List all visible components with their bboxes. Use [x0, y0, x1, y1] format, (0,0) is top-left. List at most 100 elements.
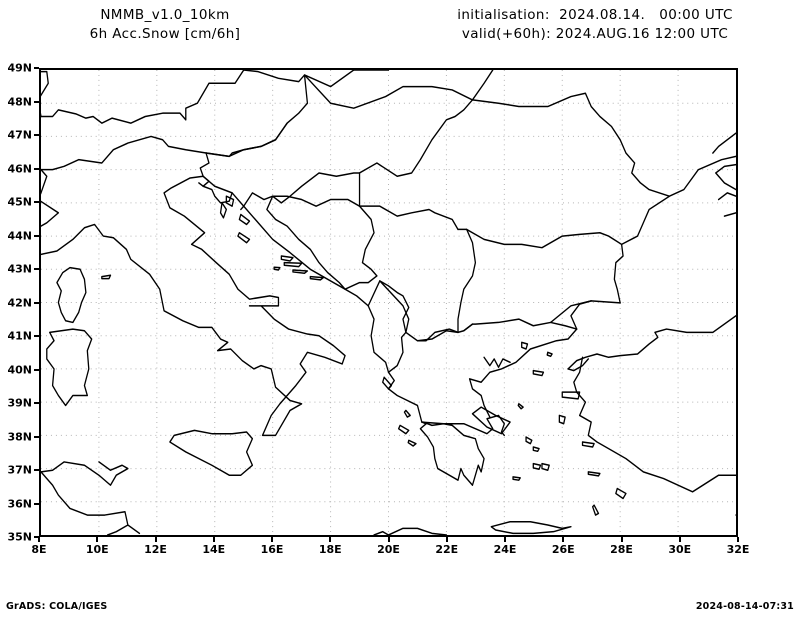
y-axis-tick	[34, 536, 39, 538]
island-rhodes	[615, 487, 627, 500]
y-axis-tick	[34, 502, 39, 505]
y-axis-label: 40N	[7, 363, 32, 376]
border-albania-macedonia	[379, 280, 410, 373]
model-title: NMMB_v1.0_10km	[100, 7, 230, 23]
y-axis-label: 47N	[7, 128, 32, 142]
coastline-istria	[202, 185, 233, 204]
plot-frame	[39, 68, 738, 537]
y-axis-tick	[34, 402, 39, 404]
x-axis-label: 20E	[377, 543, 400, 556]
island-paros	[532, 462, 542, 470]
x-axis-tick	[387, 537, 390, 542]
y-axis-label: 39N	[7, 396, 32, 410]
island-korcula	[292, 269, 309, 275]
island-samos	[581, 441, 595, 448]
y-axis-tick	[34, 67, 39, 69]
island-milos	[512, 476, 521, 481]
x-axis-tick	[212, 537, 215, 542]
y-axis-label: 45N	[7, 195, 32, 209]
coastline-turkey-aegean	[567, 315, 736, 370]
coastline-crimea	[715, 163, 736, 217]
x-axis-tick	[154, 537, 157, 542]
island-limnos	[532, 369, 545, 377]
coastline-sardinia	[46, 328, 93, 407]
island-mljet	[309, 275, 324, 281]
x-axis-label: 10E	[85, 543, 109, 556]
y-axis-tick	[34, 100, 39, 103]
island-karpathos	[592, 504, 600, 516]
border-germany-france	[41, 70, 49, 118]
island-tinos	[532, 446, 540, 453]
y-axis-label: 42N	[7, 296, 32, 309]
x-axis-tick	[329, 537, 332, 542]
coastline-halkidiki	[483, 356, 511, 369]
y-axis-tick	[34, 435, 39, 438]
coastline-greece-gulf	[421, 414, 505, 437]
border-croatia-bosnia-west	[266, 195, 346, 290]
render-timestamp: 2024-08-14-07:31	[695, 601, 794, 612]
border-tunisia-africa	[41, 461, 129, 486]
y-axis-label: 37N	[7, 463, 32, 477]
border-poland-ukraine	[353, 70, 494, 101]
border-slovakia-hungary	[240, 70, 474, 211]
y-axis-label: 43N	[7, 262, 32, 276]
x-axis-label: 18E	[318, 543, 342, 556]
island-lesvos	[561, 391, 581, 400]
border-romania-bulgaria-danube	[466, 228, 623, 249]
island-brac	[280, 255, 294, 262]
island-naxos	[541, 462, 550, 471]
y-axis-label: 38N	[7, 430, 32, 443]
border-turkey-greece-thrace	[570, 300, 592, 330]
header-left-block: NMMB_v1.0_10km 6h Acc.Snow [cm/6h]	[0, 6, 330, 44]
coastline-marmara-south	[573, 356, 736, 493]
border-alps-north	[41, 70, 245, 124]
coastline-sea-of-azov	[712, 132, 736, 154]
coastline-black-sea-west	[613, 155, 736, 304]
y-axis-label: 35N	[7, 530, 32, 544]
border-bosnia-serbia	[344, 205, 378, 290]
map-coastlines	[41, 70, 736, 535]
x-axis-tick	[38, 537, 40, 542]
border-czech-austria	[205, 70, 309, 158]
x-axis-label: 28E	[610, 543, 633, 556]
island-chios	[558, 414, 566, 425]
border-slovenia-austria	[205, 122, 288, 158]
map-plot-area	[39, 68, 738, 537]
island-evia	[471, 406, 511, 435]
x-axis-tick	[620, 537, 623, 542]
variable-title: 6h Acc.Snow [cm/6h]	[89, 26, 241, 42]
island-kefalonia	[397, 424, 410, 435]
x-axis-label: 30E	[668, 543, 692, 556]
x-axis-label: 24E	[493, 543, 517, 556]
border-greece-macedonia	[416, 329, 459, 342]
x-axis-label: 22E	[435, 543, 459, 556]
map-gridlines	[41, 70, 736, 535]
coastline-elba	[101, 274, 112, 280]
y-axis-label: 44N	[7, 229, 32, 242]
x-axis-tick	[271, 537, 273, 542]
island-dugi-otok	[237, 232, 251, 244]
x-axis-tick	[737, 537, 739, 542]
y-axis-label: 49N	[7, 61, 32, 75]
border-danube	[358, 172, 459, 231]
island-hvar	[283, 261, 303, 268]
island-zakynthos	[407, 439, 417, 447]
border-swiss-italy	[41, 135, 210, 178]
border-italy-france	[41, 168, 60, 227]
chart-header: NMMB_v1.0_10km 6h Acc.Snow [cm/6h] initi…	[0, 0, 800, 56]
y-axis-tick	[34, 234, 39, 237]
coastline-libya-east	[373, 527, 448, 535]
y-axis-label: 36N	[7, 497, 32, 510]
island-andros	[525, 436, 533, 445]
x-axis-tick	[504, 537, 506, 542]
coastline-greece-east	[468, 328, 578, 418]
x-axis-tick	[445, 537, 448, 542]
border-romania	[367, 92, 671, 342]
x-axis-label: 26E	[551, 543, 575, 556]
island-krk	[225, 195, 235, 207]
island-kos	[587, 471, 601, 477]
grads-credit: GrADS: COLA/IGES	[6, 601, 108, 612]
x-axis-label: 8E	[31, 543, 47, 556]
border-croatia-bosnia	[272, 195, 361, 207]
x-axis-tick	[562, 537, 565, 542]
